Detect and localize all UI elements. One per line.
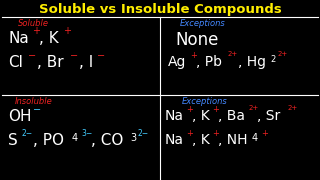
- Text: +: +: [212, 105, 219, 114]
- Text: , CO: , CO: [91, 133, 124, 148]
- Text: , Hg: , Hg: [238, 55, 266, 69]
- Text: Exceptions: Exceptions: [180, 19, 226, 28]
- Text: , K: , K: [192, 109, 210, 123]
- Text: , Ba: , Ba: [218, 109, 245, 123]
- Text: +: +: [186, 105, 193, 114]
- Text: , K: , K: [39, 31, 59, 46]
- Text: 2+: 2+: [228, 51, 238, 57]
- Text: S: S: [8, 133, 18, 148]
- Text: 4: 4: [72, 133, 78, 143]
- Text: 2+: 2+: [249, 105, 259, 111]
- Text: , K: , K: [192, 133, 210, 147]
- Text: −: −: [28, 51, 36, 61]
- Text: −: −: [70, 51, 78, 61]
- Text: +: +: [212, 129, 219, 138]
- Text: +: +: [32, 26, 40, 36]
- Text: None: None: [175, 31, 218, 49]
- Text: 2−: 2−: [21, 129, 32, 138]
- Text: , Sr: , Sr: [257, 109, 280, 123]
- Text: , Pb: , Pb: [196, 55, 222, 69]
- Text: Soluble vs Insoluble Compounds: Soluble vs Insoluble Compounds: [39, 3, 281, 16]
- Text: OH: OH: [8, 109, 31, 124]
- Text: +: +: [186, 129, 193, 138]
- Text: Soluble: Soluble: [18, 19, 49, 28]
- Text: +: +: [63, 26, 71, 36]
- Text: , Br: , Br: [37, 55, 64, 70]
- Text: Na: Na: [165, 109, 184, 123]
- Text: 2−: 2−: [138, 129, 149, 138]
- Text: , NH: , NH: [218, 133, 247, 147]
- Text: −: −: [97, 51, 105, 61]
- Text: 2+: 2+: [288, 105, 298, 111]
- Text: Cl: Cl: [8, 55, 23, 70]
- Text: , PO: , PO: [33, 133, 64, 148]
- Text: +: +: [190, 51, 197, 60]
- Text: 2: 2: [270, 55, 275, 64]
- Text: 3−: 3−: [81, 129, 92, 138]
- Text: +: +: [261, 129, 268, 138]
- Text: −: −: [33, 105, 41, 115]
- Text: 2+: 2+: [278, 51, 288, 57]
- Text: 4: 4: [252, 133, 258, 143]
- Text: 3: 3: [130, 133, 136, 143]
- Text: Insoluble: Insoluble: [15, 97, 53, 106]
- Text: Na: Na: [8, 31, 29, 46]
- Text: Ag: Ag: [168, 55, 186, 69]
- Text: Exceptions: Exceptions: [182, 97, 228, 106]
- Text: Na: Na: [165, 133, 184, 147]
- Text: , I: , I: [79, 55, 93, 70]
